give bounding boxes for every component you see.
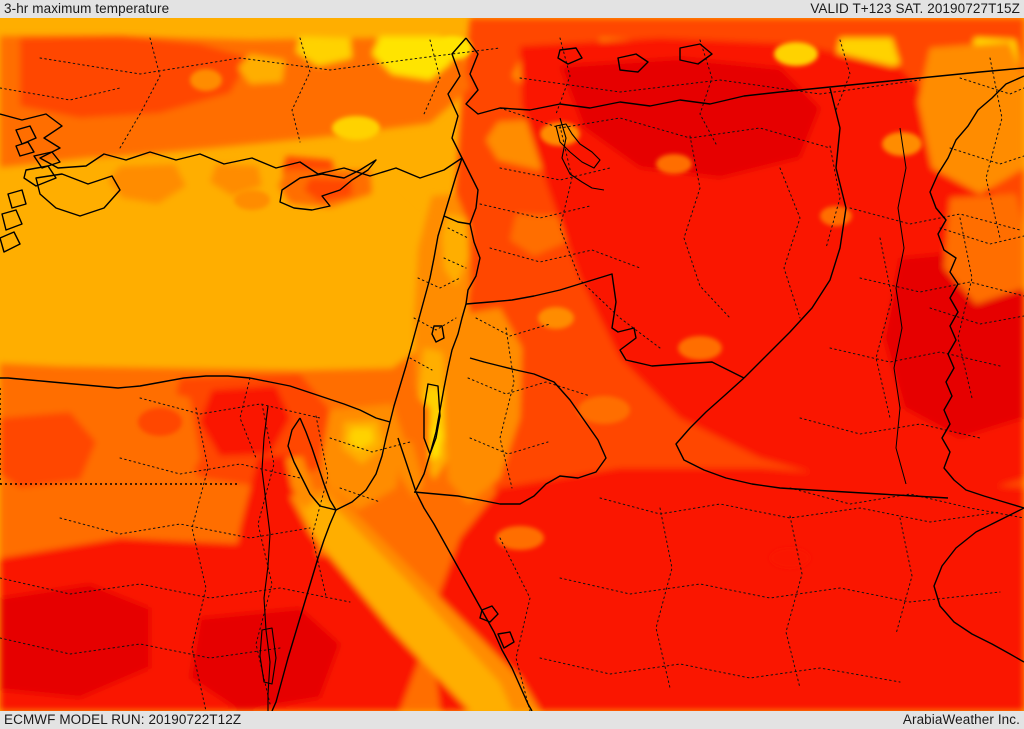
island-crete — [0, 231, 21, 253]
border-lebanon-israel — [443, 215, 471, 225]
coast-red-sea-east — [415, 491, 533, 711]
band-egypt-west-core — [0, 412, 96, 488]
lake-turkey-b — [557, 47, 583, 65]
footer-bar: ECMWF MODEL RUN: 20190722T12Z ArabiaWeat… — [0, 711, 1024, 729]
band-south-egypt-core — [0, 584, 150, 698]
band-zagros-south — [944, 194, 1024, 304]
lake-nasser — [259, 627, 277, 685]
border-turkey-syria — [465, 37, 1024, 115]
lake-turkey-a — [617, 53, 649, 73]
sea-of-galilee — [431, 325, 445, 343]
island-d — [33, 151, 61, 169]
detail-blob-a — [190, 69, 222, 91]
border-jordan-south — [413, 369, 607, 505]
detail-blob-o — [332, 116, 380, 140]
band-red-sea-core — [300, 498, 512, 711]
band-cool-anatolia-c — [296, 36, 352, 66]
island-c — [7, 189, 27, 209]
band-cyprus-core — [304, 178, 352, 202]
border-jordan-west-notch — [469, 357, 517, 371]
valid-time-label: VALID T+123 SAT. 20190727T15Z — [810, 1, 1020, 17]
island-cyprus — [279, 159, 377, 211]
band-mediterranean — [0, 158, 430, 370]
band-syria-blob-d — [510, 214, 566, 256]
lake-van — [679, 43, 713, 65]
detail-blob-h — [678, 336, 722, 360]
detail-blob-i — [538, 307, 574, 329]
coast-egypt-north — [0, 375, 391, 423]
detail-blob-b — [432, 36, 472, 60]
band-zagros — [918, 42, 1024, 194]
lake-assad — [555, 123, 601, 169]
coast-persian-gulf — [933, 507, 1024, 663]
header-bar: 3-hr maximum temperature VALID T+123 SAT… — [0, 0, 1024, 18]
detail-blob-m — [496, 526, 544, 550]
country-borders — [0, 37, 1024, 711]
band-mild-anatolia-a — [238, 54, 285, 84]
island-a — [15, 125, 37, 145]
border-iraq-saudi — [675, 377, 949, 499]
detail-blob-d — [656, 154, 692, 174]
sinai-south — [287, 417, 391, 511]
contour-bands — [0, 18, 1024, 711]
band-nubia-core — [190, 608, 340, 711]
gulf-of-aqaba — [397, 437, 417, 493]
detail-blob-j — [820, 206, 852, 226]
river-nile — [261, 405, 271, 711]
river-tigris — [893, 127, 907, 485]
detail-blob-e — [540, 122, 580, 146]
band-gulf-east — [944, 614, 1024, 704]
provider-credit: ArabiaWeather Inc. — [902, 712, 1020, 728]
river-euphrates — [559, 117, 605, 191]
band-coast-blob-b — [210, 164, 262, 196]
border-iraq-iran — [929, 75, 1024, 509]
band-darkest-syria — [560, 58, 820, 178]
band-gulf-suez — [286, 456, 316, 510]
border-syria-iraq — [743, 87, 847, 379]
border-jordan-north — [465, 273, 745, 379]
peninsula-bodrum — [35, 173, 121, 217]
island-e — [15, 141, 35, 157]
coast-red-sea-west — [271, 509, 337, 711]
detail-blob-c — [774, 42, 818, 66]
temperature-contour-field — [0, 18, 1024, 711]
page-title: 3-hr maximum temperature — [4, 1, 170, 17]
band-sinai-coolest — [348, 428, 374, 450]
band-delta-core — [200, 386, 290, 456]
border-jordan-westline — [415, 303, 467, 491]
detail-blob-f — [234, 190, 270, 210]
model-run-label: ECMWF MODEL RUN: 20190722T12Z — [4, 712, 242, 728]
detail-blob-l — [138, 408, 182, 436]
band-lebanon-mtn — [442, 214, 468, 286]
coast-detail-b — [497, 631, 515, 649]
island-rhodes — [1, 209, 23, 231]
band-coast-blob-a — [108, 164, 186, 204]
band-turkey-core — [20, 36, 250, 118]
band-gulf-aqaba — [398, 440, 424, 498]
coast-levant — [389, 157, 463, 423]
coast-detail-a — [479, 605, 499, 623]
band-cool-anatolia-a — [372, 36, 452, 80]
gulf-of-suez-west — [299, 417, 337, 511]
border-turkey-coast — [0, 37, 467, 179]
border-lebanon-syria — [461, 157, 481, 305]
detail-blob-n — [770, 548, 810, 568]
detail-blob-g — [578, 396, 630, 424]
dead-sea — [423, 383, 441, 455]
temperature-map[interactable] — [0, 18, 1024, 711]
